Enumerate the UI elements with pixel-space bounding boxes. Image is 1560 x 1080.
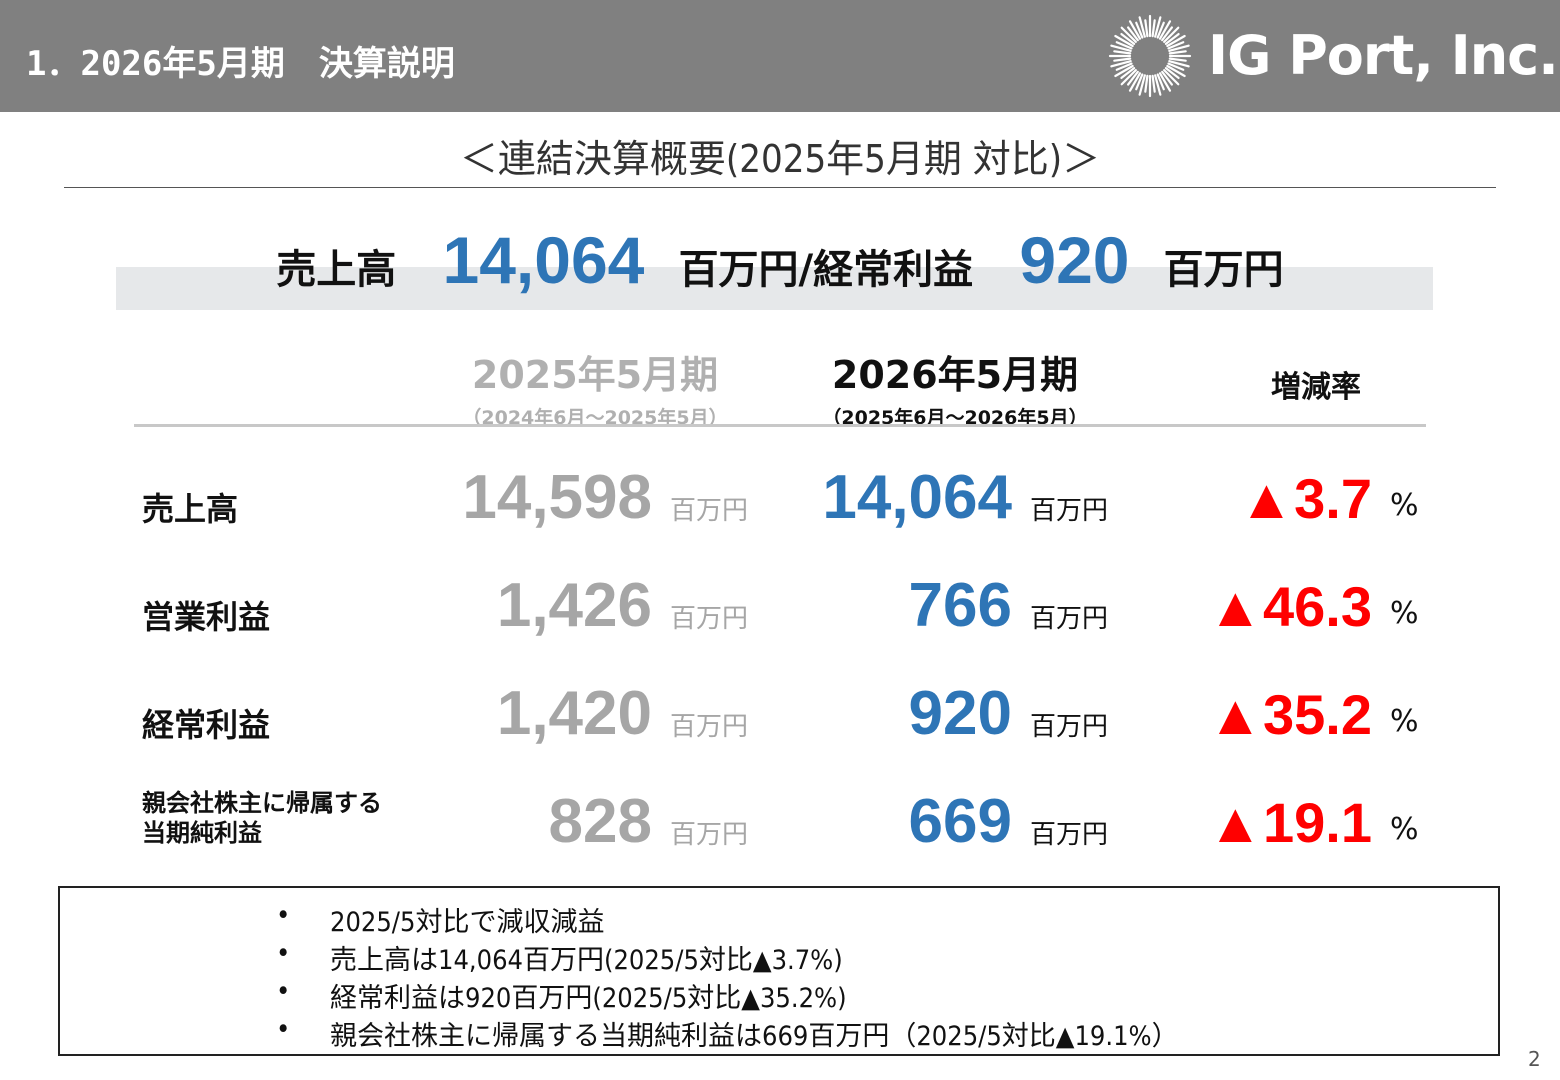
summary-sales-label: 売上高 xyxy=(276,247,397,293)
prev-period-range: （2024年6月～2025年5月） xyxy=(462,407,728,429)
list-item: • 売上高は14,064百万円(2025/5対比▲3.7%) xyxy=(60,938,1498,976)
rate-header: 増減率 xyxy=(1271,370,1361,405)
page-title: 1．2026年5月期 決算説明 xyxy=(26,44,455,84)
bullet: • xyxy=(276,938,291,969)
note-text: 2025/5対比で減収減益 xyxy=(330,907,605,938)
logo-text: IG Port, Inc. xyxy=(1208,24,1559,87)
cur-value: 14,064 xyxy=(822,463,1012,532)
change-rate: ▲35.2 xyxy=(1207,683,1372,746)
cur-value: 669 xyxy=(908,787,1012,856)
table-divider xyxy=(134,424,1426,427)
summary-sales-value: 14,064 xyxy=(442,223,645,297)
list-item: • 2025/5対比で減収減益 xyxy=(60,900,1498,938)
row-label-line2: 当期純利益 xyxy=(142,819,262,847)
section-subtitle: ＜連結決算概要(2025年5月期 対比)＞ xyxy=(459,137,1101,181)
cur-period-title: 2026年5月期 xyxy=(831,353,1079,397)
prev-unit: 百万円 xyxy=(670,496,749,526)
sunburst-logo-icon xyxy=(1108,14,1192,98)
bullet: • xyxy=(276,976,291,1007)
change-rate: ▲3.7 xyxy=(1238,467,1372,530)
prev-period-header: 2025年5月期 （2024年6月～2025年5月） xyxy=(430,344,760,430)
list-item: • 親会社株主に帰属する当期純利益は669百万円（2025/5対比▲19.1%） xyxy=(60,1014,1498,1052)
notes-box: • 2025/5対比で減収減益 • 売上高は14,064百万円(2025/5対比… xyxy=(58,886,1500,1056)
summary-mid-text: 百万円/経常利益 xyxy=(678,247,974,293)
prev-value: 1,420 xyxy=(496,679,652,748)
percent-sign: % xyxy=(1390,812,1419,847)
summary-unit: 百万円 xyxy=(1163,247,1284,293)
cur-unit: 百万円 xyxy=(1030,820,1109,850)
row-label-line1: 親会社株主に帰属する xyxy=(142,789,382,817)
header-bar: 1．2026年5月期 決算説明 IG Port, Inc. xyxy=(0,0,1560,112)
cur-unit: 百万円 xyxy=(1030,712,1109,742)
summary-band xyxy=(116,267,1433,310)
note-text: 経常利益は920百万円(2025/5対比▲35.2%) xyxy=(330,983,847,1014)
row-label: 営業利益 xyxy=(142,598,271,636)
cur-value: 766 xyxy=(908,571,1012,640)
cur-unit: 百万円 xyxy=(1030,604,1109,634)
change-rate: ▲19.1 xyxy=(1207,791,1372,854)
percent-sign: % xyxy=(1390,596,1419,631)
table-row: 営業利益 1,426 百万円 766 百万円 ▲46.3 % xyxy=(0,568,1560,668)
table-row: 経常利益 1,420 百万円 920 百万円 ▲35.2 % xyxy=(0,676,1560,776)
note-text: 親会社株主に帰属する当期純利益は669百万円（2025/5対比▲19.1%） xyxy=(330,1021,1179,1052)
prev-unit: 百万円 xyxy=(670,820,749,850)
row-label: 売上高 xyxy=(142,490,239,528)
cur-value: 920 xyxy=(908,679,1012,748)
prev-value: 1,426 xyxy=(496,571,652,640)
change-rate: ▲46.3 xyxy=(1207,575,1372,638)
list-item: • 経常利益は920百万円(2025/5対比▲35.2%) xyxy=(60,976,1498,1014)
cur-period-header: 2026年5月期 （2025年6月～2026年5月） xyxy=(790,344,1120,430)
table-row: 売上高 14,598 百万円 14,064 百万円 ▲3.7 % xyxy=(0,460,1560,560)
note-text: 売上高は14,064百万円(2025/5対比▲3.7%) xyxy=(330,945,843,976)
page-number: 2 xyxy=(1528,1047,1541,1071)
prev-value: 828 xyxy=(548,787,652,856)
table-row: 親会社株主に帰属する 当期純利益 828 百万円 669 百万円 ▲19.1 % xyxy=(0,784,1560,884)
bullet: • xyxy=(276,900,291,931)
summary-headline: 売上高 14,064 百万円/経常利益 920 百万円 xyxy=(0,222,1560,298)
summary-ordinary-value: 920 xyxy=(1019,223,1130,297)
prev-period-title: 2025年5月期 xyxy=(471,353,719,397)
prev-unit: 百万円 xyxy=(670,604,749,634)
row-label: 経常利益 xyxy=(142,706,271,744)
divider xyxy=(64,187,1496,188)
percent-sign: % xyxy=(1390,704,1419,739)
bullet: • xyxy=(276,1014,291,1045)
cur-period-range: （2025年6月～2026年5月） xyxy=(822,407,1088,429)
company-logo: IG Port, Inc. xyxy=(1108,14,1559,100)
prev-unit: 百万円 xyxy=(670,712,749,742)
cur-unit: 百万円 xyxy=(1030,496,1109,526)
percent-sign: % xyxy=(1390,488,1419,523)
prev-value: 14,598 xyxy=(462,463,652,532)
